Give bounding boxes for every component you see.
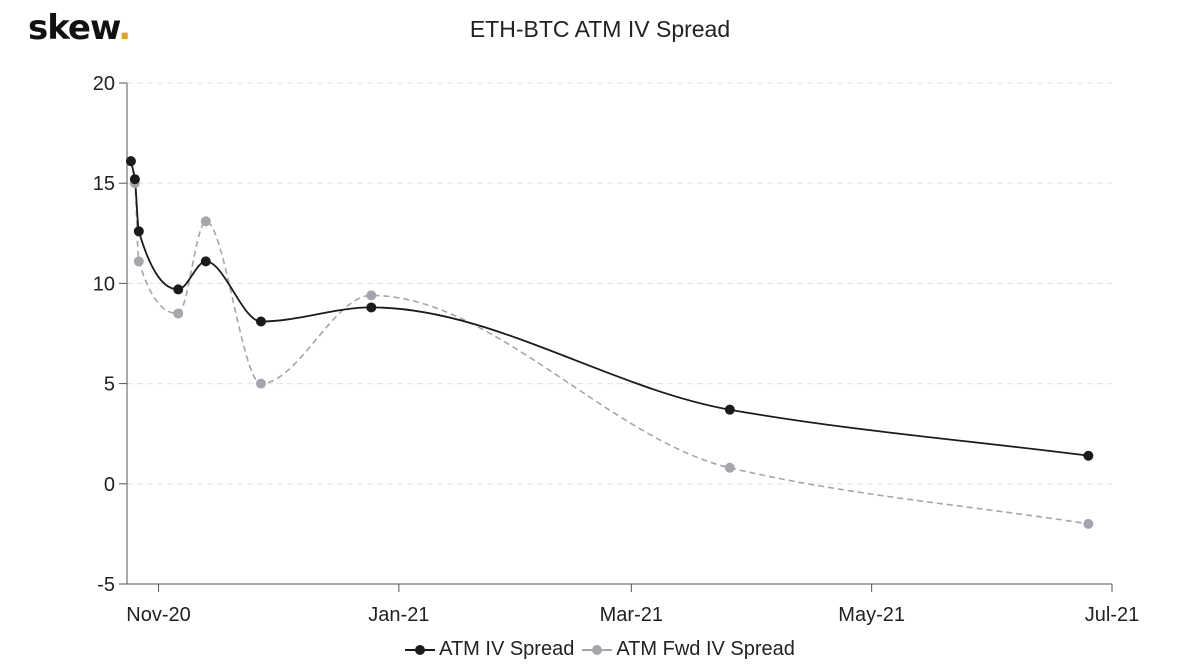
x-tick-label: Mar-21 [600,604,663,626]
y-tick-label: 15 [93,173,115,195]
y-tick-label: 0 [104,474,115,496]
legend-item-2[interactable]: ATM Fwd IV Spread [582,638,795,661]
x-tick-label: Jan-21 [368,604,429,626]
data-point-series-2[interactable] [1083,518,1094,529]
chart-title: ETH-BTC ATM IV Spread [469,16,731,42]
series-line-1 [130,160,1089,457]
legend-label: ATM IV Spread [439,638,575,661]
data-point-series-2[interactable] [200,216,211,227]
y-tick-label: 5 [104,374,115,396]
legend-marker [415,644,426,655]
gridlines [127,82,1112,485]
y-tick-label: -5 [97,574,115,596]
logo-text: skew [28,8,119,48]
data-point-series-1[interactable] [200,256,211,267]
data-point-series-1[interactable] [129,174,140,185]
skew-logo: skew. [28,8,131,48]
legend-item-1[interactable]: ATM IV Spread [405,638,574,661]
legend-label: ATM Fwd IV Spread [616,638,795,661]
x-tick-label: Jul-21 [1085,604,1139,626]
data-point-series-2[interactable] [255,378,266,389]
y-tick-label: 10 [93,273,115,295]
data-points [125,156,1094,529]
data-point-series-1[interactable] [1083,450,1094,461]
data-point-series-1[interactable] [173,284,184,295]
data-point-series-2[interactable] [724,462,735,473]
data-point-series-2[interactable] [366,290,377,301]
data-point-series-1[interactable] [125,156,136,167]
data-point-series-1[interactable] [133,226,144,237]
data-point-series-1[interactable] [724,404,735,415]
data-point-series-2[interactable] [133,256,144,267]
legend-symbol [582,644,613,655]
legend-symbol [405,644,436,655]
logo-dot: . [118,8,131,48]
series-lines [130,160,1089,525]
y-tick-label: 20 [93,73,115,95]
data-point-series-1[interactable] [366,302,377,313]
x-tick-label: May-21 [838,604,905,626]
axes: -5 0 5 10 15 20 Nov-20 Jan-21 Mar-21 May-21 Jul-21 [93,73,1139,626]
data-point-series-2[interactable] [173,308,184,319]
data-point-series-1[interactable] [255,316,266,327]
x-tick-label: Nov-20 [126,604,190,626]
series-line-2 [130,161,1089,525]
legend-marker [592,644,603,655]
legend: ATM IV Spread ATM Fwd IV Spread [0,638,1200,661]
